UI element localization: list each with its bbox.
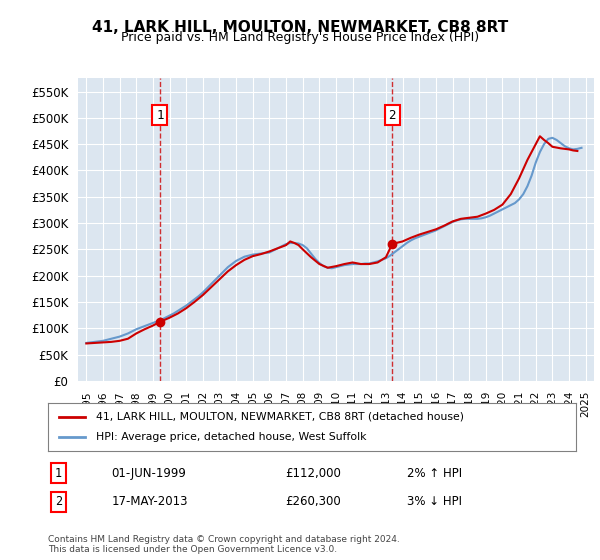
Text: Price paid vs. HM Land Registry's House Price Index (HPI): Price paid vs. HM Land Registry's House … — [121, 31, 479, 44]
Text: £260,300: £260,300 — [286, 495, 341, 508]
Text: 17-MAY-2013: 17-MAY-2013 — [112, 495, 188, 508]
Text: 01-JUN-1999: 01-JUN-1999 — [112, 466, 186, 479]
Text: 1: 1 — [156, 109, 164, 122]
Text: £112,000: £112,000 — [286, 466, 341, 479]
Text: 2: 2 — [389, 109, 396, 122]
Text: 2: 2 — [55, 495, 62, 508]
Text: HPI: Average price, detached house, West Suffolk: HPI: Average price, detached house, West… — [95, 432, 366, 442]
Text: 3% ↓ HPI: 3% ↓ HPI — [407, 495, 462, 508]
Text: 2% ↑ HPI: 2% ↑ HPI — [407, 466, 462, 479]
Text: 1: 1 — [55, 466, 62, 479]
Text: 41, LARK HILL, MOULTON, NEWMARKET, CB8 8RT: 41, LARK HILL, MOULTON, NEWMARKET, CB8 8… — [92, 20, 508, 35]
Text: 41, LARK HILL, MOULTON, NEWMARKET, CB8 8RT (detached house): 41, LARK HILL, MOULTON, NEWMARKET, CB8 8… — [95, 412, 464, 422]
Text: Contains HM Land Registry data © Crown copyright and database right 2024.
This d: Contains HM Land Registry data © Crown c… — [48, 535, 400, 554]
